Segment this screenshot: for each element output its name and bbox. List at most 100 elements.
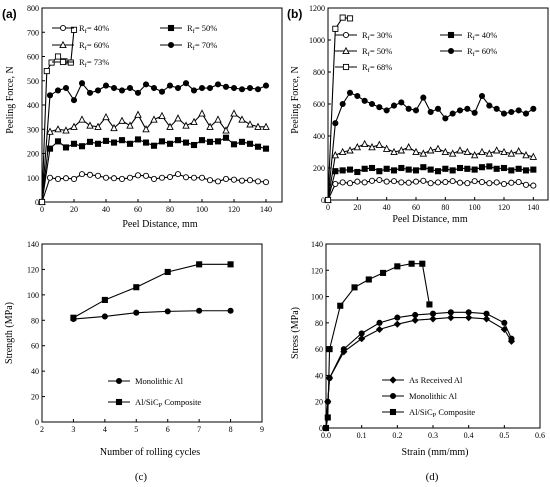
data-point — [190, 117, 198, 126]
data-point — [86, 138, 94, 145]
y-tick-label: 40 — [315, 371, 323, 380]
data-point — [230, 176, 238, 183]
data-point — [262, 82, 270, 89]
data-point — [118, 87, 126, 94]
data-point — [78, 143, 86, 150]
legend-label: Rf= 30% — [362, 30, 392, 42]
data-point — [230, 141, 238, 148]
data-point — [354, 168, 361, 176]
data-point — [419, 260, 426, 267]
data-point — [70, 140, 78, 147]
legend-a: Rf= 40% Rf= 50% Rf= 60% Rf= 70% Rf= 73% — [52, 23, 217, 69]
data-point — [70, 97, 78, 104]
data-point — [246, 84, 254, 92]
legend-marker — [115, 377, 123, 385]
data-point — [262, 122, 270, 130]
plot-frame — [41, 243, 263, 423]
data-point — [262, 179, 270, 186]
x-tick-label: 0.6 — [535, 431, 545, 440]
x-tick-label: 140 — [260, 205, 272, 214]
data-point — [94, 87, 102, 94]
data-point — [508, 108, 515, 116]
data-point — [206, 122, 214, 130]
data-point — [158, 174, 166, 181]
legend-label: Rf= 73% — [79, 57, 109, 69]
data-point — [322, 424, 330, 432]
data-point — [508, 179, 515, 186]
data-point — [485, 149, 494, 157]
legend-label: Rf= 60% — [467, 46, 497, 58]
series-line — [73, 310, 231, 320]
data-point — [86, 121, 94, 129]
data-point — [332, 180, 339, 188]
y-axis-label-b: Peeling Force, N — [290, 66, 301, 134]
x-tick-label: 20 — [353, 203, 361, 212]
data-point — [214, 115, 222, 123]
y-tick-label: 40 — [31, 367, 39, 376]
data-point — [346, 180, 354, 187]
y-tick-label: 800 — [27, 4, 39, 13]
y-tick-label: 0 — [319, 424, 323, 433]
x-tick-label: 0.0 — [321, 431, 331, 440]
x-tick-label: 0.3 — [428, 431, 438, 440]
data-point — [412, 107, 420, 114]
data-point — [190, 174, 198, 181]
data-point — [166, 140, 174, 147]
x-tick-label: 2 — [40, 425, 44, 434]
data-point — [398, 164, 405, 172]
y-axis-label-c: Strength (MPa) — [4, 302, 15, 364]
data-point — [493, 165, 500, 172]
data-point — [471, 109, 478, 116]
data-point — [426, 301, 433, 308]
data-point — [158, 138, 166, 145]
data-point — [368, 177, 376, 184]
data-point — [196, 261, 203, 268]
data-point — [166, 173, 174, 181]
data-point — [110, 123, 118, 132]
legend-marker — [167, 41, 175, 49]
data-point — [238, 138, 246, 145]
caption-d: (d) — [426, 471, 439, 483]
data-point — [464, 180, 471, 187]
legend-label: Rf= 60% — [79, 40, 109, 52]
data-point — [190, 87, 198, 94]
y-tick-label: 1200 — [309, 4, 325, 13]
x-tick-label: 140 — [527, 203, 539, 212]
data-point — [434, 168, 442, 175]
data-point — [142, 172, 150, 179]
y-tick-label: 400 — [27, 101, 39, 110]
legend-label: Rf= 40% — [467, 30, 497, 42]
data-point — [393, 320, 401, 328]
data-point — [420, 177, 427, 184]
x-tick-label: 4 — [103, 425, 107, 434]
x-tick-label: 0.1 — [357, 431, 367, 440]
data-point — [382, 144, 391, 152]
data-point — [222, 175, 230, 183]
data-point — [254, 178, 262, 185]
plot-frame — [41, 7, 283, 203]
data-point — [412, 167, 420, 174]
data-point — [375, 325, 384, 334]
data-point — [331, 151, 340, 159]
data-point — [246, 177, 254, 184]
y-tick-label: 80 — [31, 316, 39, 325]
legend-label: Monolithic Al — [409, 391, 458, 401]
data-point — [222, 134, 230, 141]
data-point — [456, 179, 464, 186]
data-point — [478, 147, 486, 156]
data-point — [54, 175, 62, 183]
panel-label-b: (b) — [287, 7, 302, 21]
data-point — [427, 180, 434, 187]
data-point — [102, 174, 110, 181]
data-point — [470, 151, 479, 159]
data-point — [67, 59, 74, 66]
data-point — [246, 140, 254, 147]
data-point — [420, 94, 427, 101]
data-point — [222, 126, 230, 134]
x-tick-label: 80 — [166, 205, 174, 214]
legend-c: Monolithic Al Al/SiCP Composite — [108, 376, 201, 409]
y-tick-label: 60 — [315, 345, 323, 354]
legend-label: Al/SiCP Composite — [409, 407, 475, 419]
legend-marker — [59, 58, 67, 66]
data-point — [134, 110, 142, 118]
